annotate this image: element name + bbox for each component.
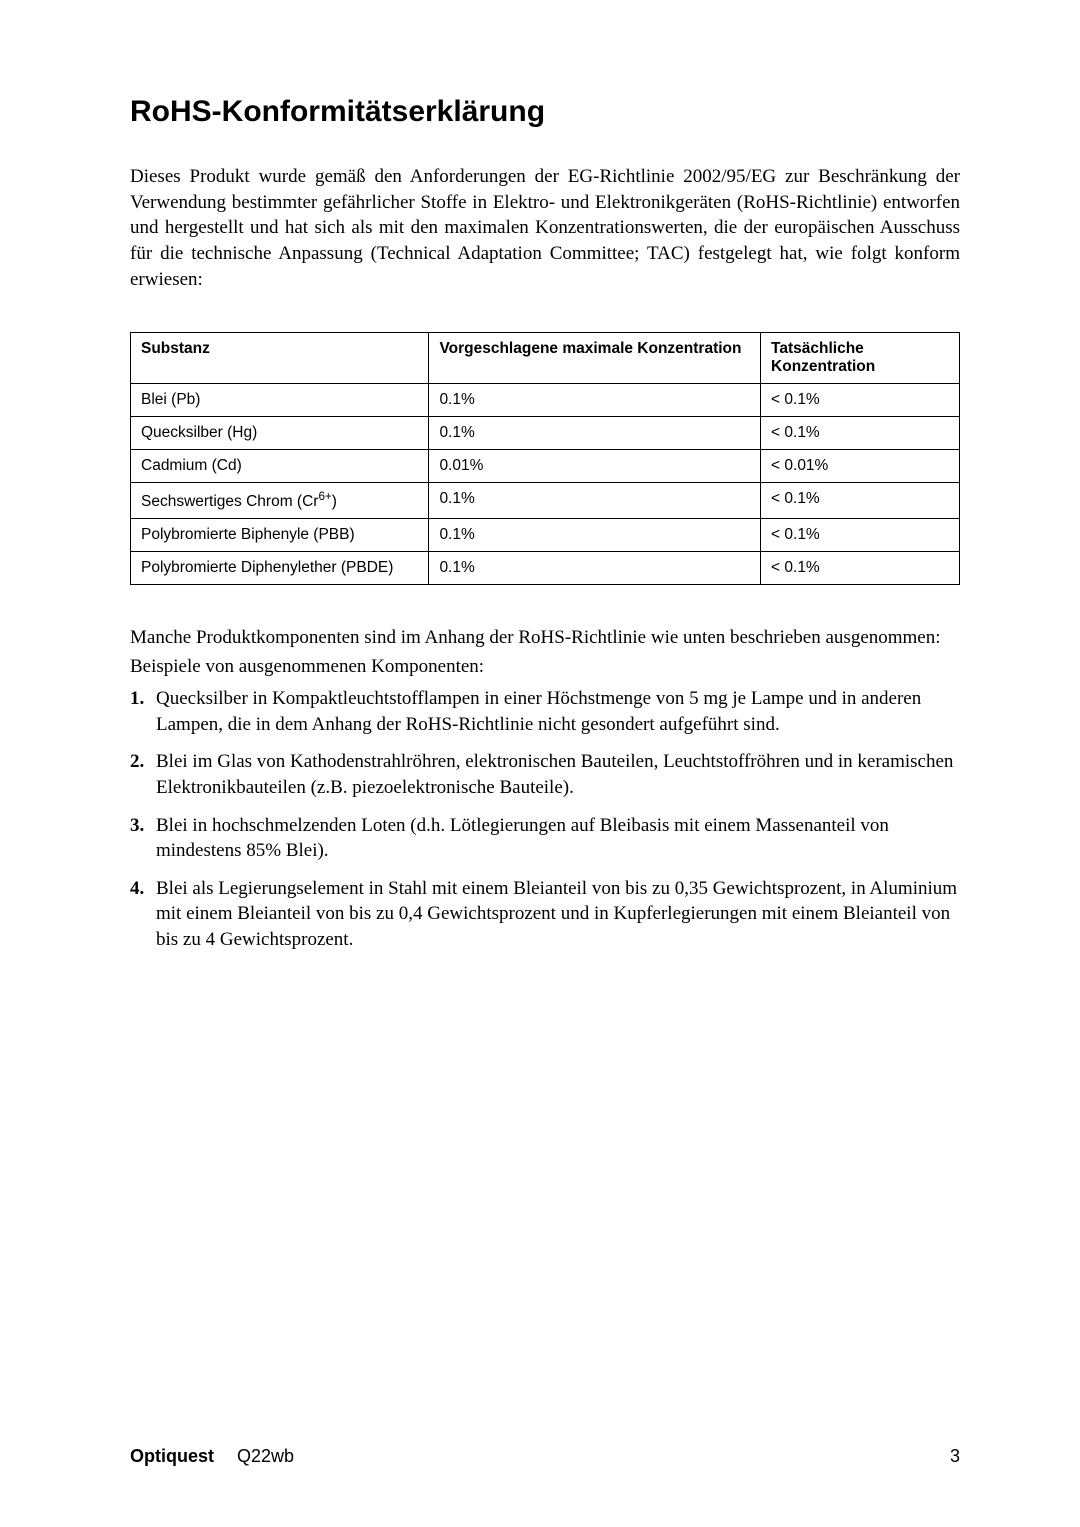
cell-max: 0.1% [429,519,761,552]
footer-brand: Optiquest [130,1446,214,1466]
table-row: Polybromierte Diphenylether (PBDE)0.1%< … [131,552,960,585]
cell-substance: Sechswertiges Chrom (Cr6+) [131,483,429,519]
cell-actual: < 0.1% [761,384,960,417]
list-item-number: 4. [130,876,156,953]
list-item-text: Blei als Legierungselement in Stahl mit … [156,876,960,953]
cell-actual: < 0.1% [761,417,960,450]
table-header-row: Substanz Vorgeschlagene maximale Konzent… [131,333,960,384]
table-row: Cadmium (Cd)0.01%< 0.01% [131,450,960,483]
cell-max: 0.01% [429,450,761,483]
cell-substance: Blei (Pb) [131,384,429,417]
list-item-number: 1. [130,686,156,737]
after-table-paragraph: Manche Produktkomponenten sind im Anhang… [130,625,960,652]
table-row: Polybromierte Biphenyle (PBB)0.1%< 0.1% [131,519,960,552]
footer-page-number: 3 [950,1446,960,1467]
cell-actual: < 0.1% [761,483,960,519]
table-row: Sechswertiges Chrom (Cr6+)0.1%< 0.1% [131,483,960,519]
intro-paragraph: Dieses Produkt wurde gemäß den Anforderu… [130,164,960,292]
cell-max: 0.1% [429,384,761,417]
table-header-substance: Substanz [131,333,429,384]
substances-table: Substanz Vorgeschlagene maximale Konzent… [130,332,960,585]
table-header-actual: Tatsächliche Konzentration [761,333,960,384]
footer-left: Optiquest Q22wb [130,1446,294,1467]
footer-model: Q22wb [237,1446,294,1466]
exemptions-list: 1.Quecksilber in Kompaktleuchtstofflampe… [130,686,960,953]
cell-substance: Polybromierte Biphenyle (PBB) [131,519,429,552]
table-row: Blei (Pb)0.1%< 0.1% [131,384,960,417]
page-title: RoHS-Konformitätserklärung [130,95,960,129]
cell-max: 0.1% [429,483,761,519]
cell-substance: Polybromierte Diphenylether (PBDE) [131,552,429,585]
table-header-max: Vorgeschlagene maximale Konzentration [429,333,761,384]
list-item: 4.Blei als Legierungselement in Stahl mi… [130,876,960,953]
examples-label: Beispiele von ausgenommenen Komponenten: [130,656,960,678]
cell-substance: Cadmium (Cd) [131,450,429,483]
cell-max: 0.1% [429,552,761,585]
list-item-number: 2. [130,749,156,800]
list-item-text: Quecksilber in Kompaktleuchtstofflampen … [156,686,960,737]
cell-actual: < 0.1% [761,552,960,585]
cell-actual: < 0.01% [761,450,960,483]
list-item-text: Blei im Glas von Kathodenstrahlröhren, e… [156,749,960,800]
list-item: 2.Blei im Glas von Kathodenstrahlröhren,… [130,749,960,800]
list-item-number: 3. [130,813,156,864]
footer: Optiquest Q22wb 3 [130,1446,960,1467]
list-item-text: Blei in hochschmelzenden Loten (d.h. Löt… [156,813,960,864]
cell-substance: Quecksilber (Hg) [131,417,429,450]
table-row: Quecksilber (Hg)0.1%< 0.1% [131,417,960,450]
cell-actual: < 0.1% [761,519,960,552]
table-body: Blei (Pb)0.1%< 0.1%Quecksilber (Hg)0.1%<… [131,384,960,585]
cell-max: 0.1% [429,417,761,450]
list-item: 3.Blei in hochschmelzenden Loten (d.h. L… [130,813,960,864]
list-item: 1.Quecksilber in Kompaktleuchtstofflampe… [130,686,960,737]
